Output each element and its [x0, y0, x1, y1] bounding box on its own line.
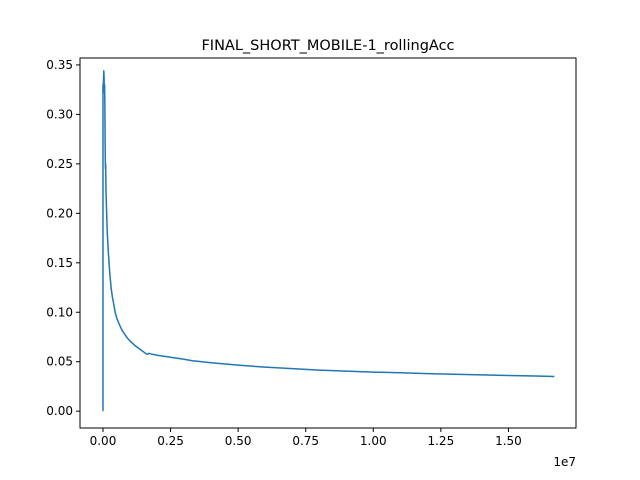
- y-tick-label: 0.35: [46, 58, 73, 72]
- axes: 0.00 0.25 0.50 0.75 1.00 1.25 1.50 0.00 0.05 0.10…: [46, 58, 522, 448]
- y-tick-label: 0.20: [46, 206, 73, 220]
- y-tick-label: 0.05: [46, 355, 73, 369]
- x-tick-label: 0.50: [225, 434, 252, 448]
- x-tick-label: 1.00: [360, 434, 387, 448]
- plot-frame: [79, 57, 577, 429]
- series-line-0: [102, 70, 555, 412]
- y-tick-label: 0.15: [46, 256, 73, 270]
- plot-area: [102, 70, 555, 412]
- x-offset-label: 1e7: [553, 455, 576, 469]
- x-tick-label: 0.00: [90, 434, 117, 448]
- x-tick-label: 1.50: [495, 434, 522, 448]
- y-tick-label: 0.10: [46, 305, 73, 319]
- y-tick-label: 0.00: [46, 404, 73, 418]
- chart-title: FINAL_SHORT_MOBILE-1_rollingAcc: [201, 38, 454, 54]
- y-tick-label: 0.30: [46, 107, 73, 121]
- x-tick-label: 1.25: [427, 434, 454, 448]
- x-tick-label: 0.25: [157, 434, 184, 448]
- y-tick-label: 0.25: [46, 157, 73, 171]
- x-tick-label: 0.75: [292, 434, 319, 448]
